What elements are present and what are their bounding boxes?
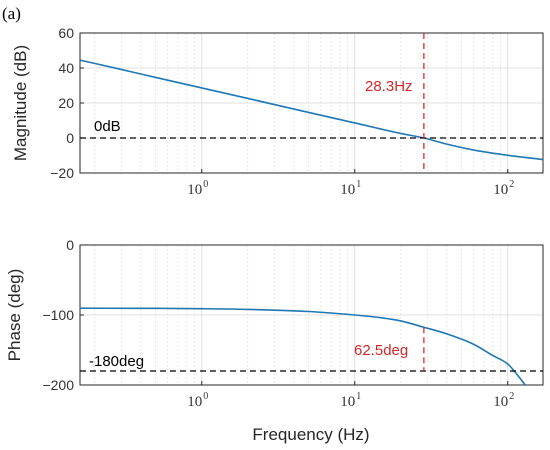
series-line [80, 307, 526, 385]
y-tick-label: −100 [42, 307, 74, 323]
y-tick-label: 20 [58, 95, 74, 111]
series-line [80, 59, 543, 161]
x-tick-label: 101 [340, 391, 361, 410]
x-tick-exponent: 0 [203, 391, 208, 402]
minus-180-label: -180deg [89, 353, 144, 370]
x-tick-label: 102 [493, 391, 514, 410]
phase-series [80, 307, 526, 385]
x-tick-label: 102 [493, 179, 514, 198]
phase-ylabel: Phase (deg) [5, 269, 24, 362]
x-tick-label: 100 [187, 179, 208, 198]
crossover-frequency-label: 28.3Hz [365, 78, 413, 95]
magnitude-ylabel: Magnitude (dB) [11, 45, 30, 161]
zero-db-label: 0dB [94, 118, 121, 135]
phase-margin-label: 62.5deg [354, 342, 408, 359]
phase-grid [80, 245, 543, 385]
panel-tag: (a) [2, 4, 21, 23]
y-tick-label: 0 [66, 130, 74, 146]
magnitude-reference-lines [80, 33, 543, 173]
x-tick-exponent: 1 [356, 179, 361, 190]
x-tick-label: 100 [187, 391, 208, 410]
frequency-xlabel: Frequency (Hz) [252, 425, 369, 444]
x-tick-label: 101 [340, 179, 361, 198]
y-tick-label: −20 [50, 165, 74, 181]
y-tick-label: 0 [66, 237, 74, 253]
y-tick-label: 40 [58, 60, 74, 76]
x-tick-exponent: 1 [356, 391, 361, 402]
phase-reference-lines [80, 327, 543, 372]
y-tick-label: 60 [58, 25, 74, 41]
x-tick-exponent: 2 [509, 179, 514, 190]
magnitude-series [80, 59, 543, 161]
x-tick-exponent: 0 [203, 179, 208, 190]
magnitude-grid [80, 33, 543, 173]
y-tick-label: −200 [42, 377, 74, 393]
x-tick-exponent: 2 [509, 391, 514, 402]
